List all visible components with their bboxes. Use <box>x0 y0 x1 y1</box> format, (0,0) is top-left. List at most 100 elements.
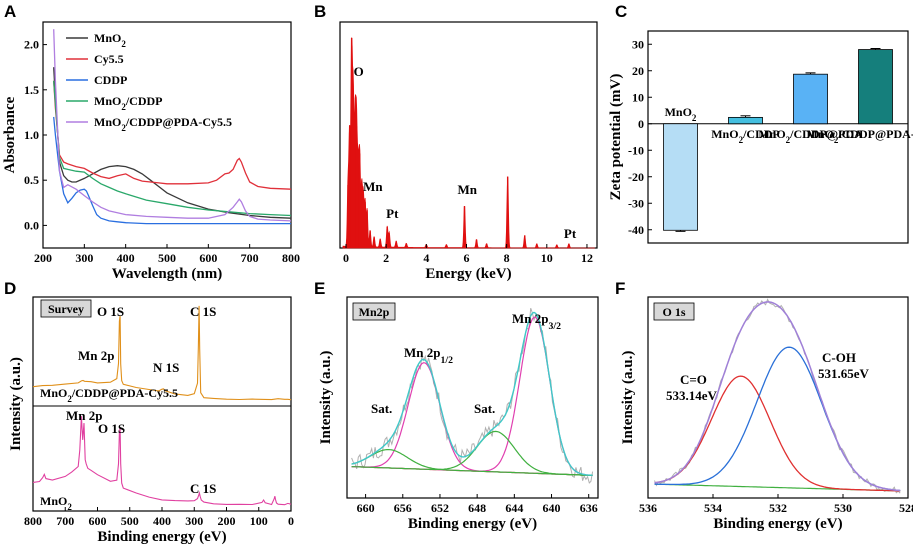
x-tick-label: 200 <box>218 514 236 528</box>
x-axis-label: Binding energy (eV) <box>713 516 842 532</box>
x-tick-label: 400 <box>117 251 135 265</box>
peak-label-mn2p32: Mn 2p3/2 <box>512 311 561 332</box>
x-tick-label: 2 <box>383 251 389 265</box>
x-tick-label: 600 <box>199 251 217 265</box>
x-tick-label: 300 <box>75 251 93 265</box>
xps-survey-line-0 <box>32 305 292 401</box>
panel-f-o1s-chart: 536 534 532 530 528 Binding energy (eV) Intens… <box>620 296 913 532</box>
panel-d-frame <box>32 296 292 512</box>
series-label: MnO2/CDDP@PDA-Cy5.5 <box>40 386 178 404</box>
y-tick-label: 1.0 <box>24 128 39 142</box>
x-tick-label: 400 <box>153 514 171 528</box>
y-tick-label: 1.5 <box>24 83 39 97</box>
category-label: MnO2 <box>665 105 697 123</box>
raw-spectrum <box>654 298 901 494</box>
fit-component-0 <box>654 375 901 492</box>
panel-label-E: E <box>314 279 325 298</box>
legend-label: CDDP <box>94 73 127 87</box>
y-axis-label: Intensity (a.u.) <box>8 357 24 451</box>
box-label-bg <box>653 302 695 321</box>
x-tick-label: 700 <box>241 251 259 265</box>
series-line-1 <box>53 80 292 190</box>
panel-c-frame <box>647 30 909 244</box>
x-tick-label: 640 <box>543 501 561 515</box>
category-label: MnO2/CDDP <box>711 127 780 145</box>
x-tick-label: 8 <box>504 251 510 265</box>
x-tick-label: 528 <box>899 501 913 515</box>
x-tick-label: 100 <box>250 514 268 528</box>
x-tick-label: 800 <box>282 251 300 265</box>
category-label: MnO2/CDDP@PDA-Cy5.5 <box>807 127 913 145</box>
x-tick-label: 800 <box>24 514 42 528</box>
panel-b-frame <box>339 21 598 249</box>
peak-label-mn2p12: Mn 2p1/2 <box>404 345 453 366</box>
panel-e-frame <box>346 296 599 499</box>
panel-label-F: F <box>615 279 625 298</box>
y-tick-label: 2.0 <box>24 38 39 52</box>
x-tick-label: 648 <box>468 501 486 515</box>
y-axis-label: Intensity (a.u.) <box>318 351 334 445</box>
fit-envelope <box>351 311 593 476</box>
fit-component-3 <box>351 430 593 476</box>
raw-spectrum <box>351 308 594 484</box>
x-axis-label: Energy (keV) <box>425 266 511 282</box>
x-tick-label: 536 <box>639 501 657 515</box>
y-tick-label: -30 <box>628 196 644 210</box>
y-tick-label: -20 <box>628 170 644 184</box>
panel-e-mn2p-chart: 660 656 652 648 644 640 636 Binding energy (eV)… <box>318 296 599 532</box>
x-axis-label: Binding energy (eV) <box>408 516 537 532</box>
legend-label: MnO2/CDDP@PDA-Cy5.5 <box>94 115 232 133</box>
y-tick-label: 30 <box>632 37 644 51</box>
sat-label: Sat. <box>474 401 495 416</box>
x-tick-label: 300 <box>185 514 203 528</box>
peak-label: Mn 2p <box>66 408 102 423</box>
xps-survey-line-1 <box>32 416 292 506</box>
y-axis-label: Zeta potential (mV) <box>608 74 624 201</box>
x-tick-label: 500 <box>158 251 176 265</box>
eds-spectrum <box>342 37 595 249</box>
y-tick-label: 0.0 <box>24 218 39 232</box>
x-tick-label: 530 <box>834 501 852 515</box>
legend-label: Cy5.5 <box>94 52 124 66</box>
peak-label: O 1S <box>98 421 125 436</box>
box-label: O 1s <box>662 305 685 319</box>
x-axis-label: Binding energy (eV) <box>97 529 226 545</box>
y-tick-label: 0.5 <box>24 173 39 187</box>
peak-label: C 1S <box>190 304 216 319</box>
series-line-0 <box>53 67 292 219</box>
peak-label: C 1S <box>190 481 216 496</box>
panel-label-D: D <box>4 279 16 298</box>
sat-label: Sat. <box>371 401 392 416</box>
peak-label: Mn 2p <box>78 348 114 363</box>
c-o-value: 533.14eV <box>666 388 718 403</box>
x-axis-label: Wavelength (nm) <box>112 266 222 282</box>
y-tick-label: 20 <box>632 64 644 78</box>
box-label-bg <box>352 302 396 321</box>
x-tick-label: 200 <box>34 251 52 265</box>
y-axis-label: Absorbance <box>2 96 18 173</box>
fit-envelope <box>654 301 901 492</box>
x-tick-label: 660 <box>357 501 375 515</box>
x-tick-label: 700 <box>56 514 74 528</box>
x-tick-label: 6 <box>463 251 469 265</box>
category-label: MnO2/CDDP@PDA <box>758 127 863 145</box>
x-tick-label: 600 <box>89 514 107 528</box>
y-tick-label: 10 <box>632 90 644 104</box>
series-line-3 <box>53 80 292 217</box>
peak-label-mn: Mn <box>363 179 383 194</box>
x-tick-label: 532 <box>769 501 787 515</box>
series-line-4 <box>53 29 292 222</box>
panel-label-A: A <box>4 2 16 21</box>
y-axis-label: Intensity (a.u.) <box>620 351 636 445</box>
y-tick-label: 0 <box>638 117 644 131</box>
c-o-label: C=O <box>680 372 707 387</box>
x-tick-label: 0 <box>343 251 349 265</box>
zeta-bar <box>663 123 698 231</box>
x-tick-label: 500 <box>121 514 139 528</box>
peak-label-mn: Mn <box>457 182 477 197</box>
panel-label-B: B <box>314 2 326 21</box>
series-label: MnO2 <box>40 494 72 512</box>
panel-d-xps-survey-chart: 800 700 600 500 400 300 200 100 0 Binding energy … <box>8 296 294 545</box>
peak-label: O 1S <box>97 304 124 319</box>
